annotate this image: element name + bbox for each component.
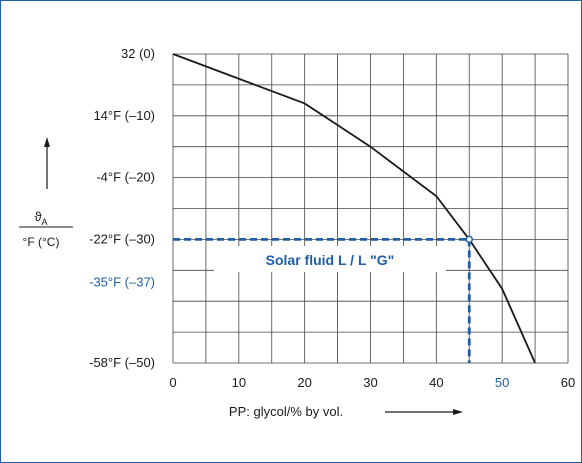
annotation: Solar fluid L / L "G" — [214, 246, 446, 272]
reference-point — [465, 235, 473, 244]
x-tick-label: 0 — [169, 375, 176, 390]
x-axis-title: PP: glycol/% by vol. — [229, 404, 343, 419]
series-line — [172, 53, 536, 364]
y-tick-label: 14°F (–10) — [93, 108, 155, 123]
up-arrowhead-icon — [44, 137, 50, 147]
x-tick-label: 60 — [561, 375, 575, 390]
x-tick-label: 10 — [232, 375, 246, 390]
right-arrowhead-icon — [453, 409, 463, 415]
y-axis-symbol: ϑA — [34, 209, 47, 227]
x-tick-label: 20 — [297, 375, 311, 390]
x-tick-label: 40 — [429, 375, 443, 390]
series-layer — [172, 53, 536, 364]
x-tick-label: 30 — [363, 375, 377, 390]
annotation-background — [214, 246, 446, 272]
reference-lines — [173, 237, 471, 363]
y-tick-label: -22°F (–30) — [89, 231, 155, 246]
y-tick-label: -35°F (–37) — [89, 275, 155, 290]
tick-labels: 0 10 20 30 40 50 60 32 (0) 14°F (–10) -4°F (–20) -… — [89, 46, 575, 390]
grid — [172, 53, 569, 364]
x-tick-label: 50 — [495, 375, 509, 390]
y-tick-label: -58°F (–50) — [89, 355, 155, 370]
y-tick-label: -4°F (–20) — [96, 170, 155, 185]
y-tick-label: 32 (0) — [121, 46, 155, 61]
annotation-label: Solar fluid L / L "G" — [266, 252, 395, 268]
y-axis-unit: °F (°C) — [23, 235, 60, 249]
x-axis-label: PP: glycol/% by vol. — [229, 404, 463, 419]
y-axis-label: ϑA °F (°C) — [19, 137, 73, 249]
